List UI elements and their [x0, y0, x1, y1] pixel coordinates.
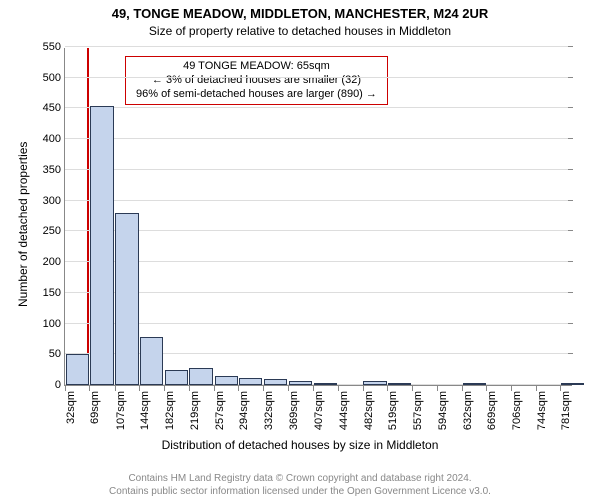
histogram-bar — [90, 106, 113, 385]
ytick-mark — [568, 138, 573, 139]
ytick-mark — [568, 261, 573, 262]
xtick-label: 594sqm — [437, 391, 449, 430]
histogram-bar — [463, 383, 486, 385]
gridline — [65, 323, 572, 324]
footer-line-1: Contains HM Land Registry data © Crown c… — [0, 473, 600, 484]
xtick-label: 369sqm — [288, 391, 300, 430]
xtick-label: 32sqm — [65, 391, 77, 424]
chart-subtitle: Size of property relative to detached ho… — [0, 24, 600, 38]
xtick-label: 407sqm — [313, 391, 325, 430]
gridline — [65, 169, 572, 170]
chart-title: 49, TONGE MEADOW, MIDDLETON, MANCHESTER,… — [0, 6, 600, 21]
xtick-label: 144sqm — [139, 391, 151, 430]
xtick-label: 332sqm — [263, 391, 275, 430]
xtick-label: 107sqm — [115, 391, 127, 430]
x-axis-label: Distribution of detached houses by size … — [0, 438, 600, 452]
xtick-label: 744sqm — [536, 391, 548, 430]
ytick-label: 450 — [43, 102, 61, 114]
ytick-label: 100 — [43, 318, 61, 330]
xtick-label: 257sqm — [214, 391, 226, 430]
reference-line — [87, 48, 89, 385]
xtick-label: 294sqm — [238, 391, 250, 430]
gridline — [65, 138, 572, 139]
annotation-line-1: 49 TONGE MEADOW: 65sqm — [136, 60, 377, 74]
ytick-label: 350 — [43, 164, 61, 176]
annotation-line-3: 96% of semi-detached houses are larger (… — [136, 88, 377, 102]
ytick-mark — [568, 200, 573, 201]
histogram-bar — [66, 354, 89, 385]
histogram-bar — [115, 213, 138, 385]
xtick-label: 632sqm — [462, 391, 474, 430]
gridline — [65, 46, 572, 47]
gridline — [65, 230, 572, 231]
gridline — [65, 261, 572, 262]
ytick-label: 50 — [49, 348, 61, 360]
histogram-bar — [215, 376, 238, 385]
chart-container: 49, TONGE MEADOW, MIDDLETON, MANCHESTER,… — [0, 0, 600, 500]
ytick-label: 0 — [55, 379, 61, 391]
ytick-label: 150 — [43, 287, 61, 299]
xtick-label: 557sqm — [412, 391, 424, 430]
xtick-label: 182sqm — [164, 391, 176, 430]
histogram-bar — [363, 381, 386, 385]
ytick-mark — [568, 169, 573, 170]
xtick-label: 519sqm — [387, 391, 399, 430]
gridline — [65, 292, 572, 293]
ytick-label: 400 — [43, 133, 61, 145]
histogram-bar — [289, 381, 312, 385]
ytick-label: 200 — [43, 256, 61, 268]
histogram-bar — [239, 378, 262, 385]
ytick-mark — [568, 46, 573, 47]
xtick-label: 706sqm — [511, 391, 523, 430]
xtick-label: 669sqm — [486, 391, 498, 430]
footer-line-2: Contains public sector information licen… — [0, 486, 600, 497]
ytick-mark — [568, 107, 573, 108]
ytick-label: 300 — [43, 195, 61, 207]
gridline — [65, 200, 572, 201]
annotation-box: 49 TONGE MEADOW: 65sqm ← 3% of detached … — [125, 56, 388, 105]
xtick-label: 444sqm — [338, 391, 350, 430]
ytick-mark — [568, 292, 573, 293]
histogram-bar — [561, 383, 584, 385]
gridline — [65, 77, 572, 78]
gridline — [65, 107, 572, 108]
y-axis-label: Number of detached properties — [16, 142, 30, 307]
plot-area: 49 TONGE MEADOW: 65sqm ← 3% of detached … — [64, 48, 572, 386]
histogram-bar — [314, 383, 337, 385]
histogram-bar — [140, 337, 163, 385]
xtick-label: 482sqm — [363, 391, 375, 430]
ytick-label: 500 — [43, 72, 61, 84]
histogram-bar — [388, 383, 411, 385]
ytick-label: 250 — [43, 225, 61, 237]
xtick-label: 219sqm — [189, 391, 201, 430]
histogram-bar — [189, 368, 212, 385]
ytick-mark — [568, 353, 573, 354]
xtick-label: 781sqm — [560, 391, 572, 430]
histogram-bar — [264, 379, 287, 385]
ytick-mark — [568, 323, 573, 324]
histogram-bar — [165, 370, 188, 385]
ytick-label: 550 — [43, 41, 61, 53]
xtick-label: 69sqm — [89, 391, 101, 424]
ytick-mark — [568, 230, 573, 231]
ytick-mark — [568, 77, 573, 78]
